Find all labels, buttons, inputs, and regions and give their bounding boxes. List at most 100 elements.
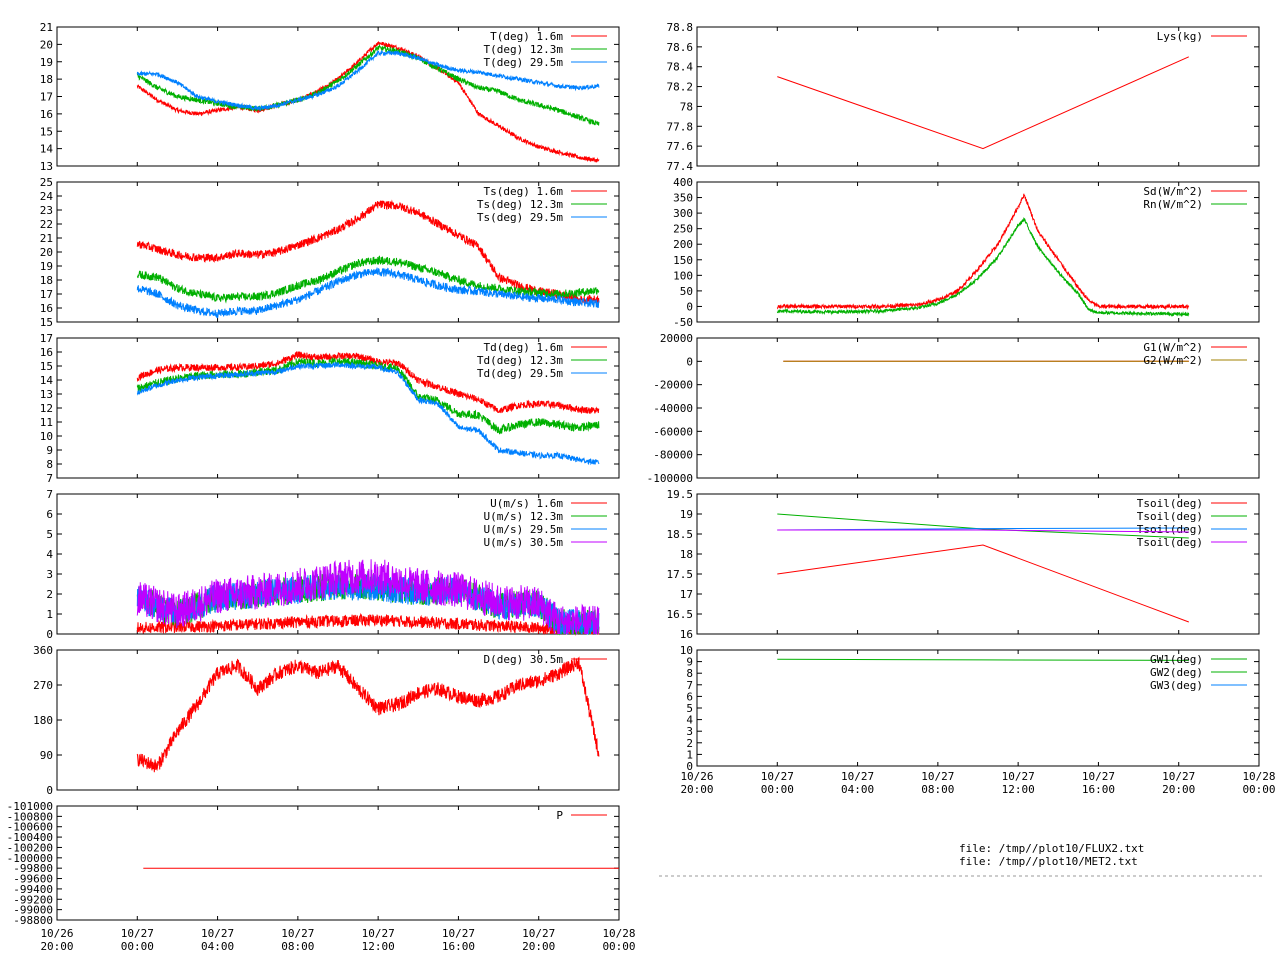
y-tick-label: 19 <box>680 508 693 521</box>
series-line <box>136 356 600 435</box>
y-tick-label: 0 <box>686 355 693 368</box>
y-tick-label: 22 <box>40 218 53 231</box>
x-tick-label: 08:00 <box>281 940 314 953</box>
y-tick-label: -100000 <box>7 852 53 865</box>
legend-label: T(deg) 29.5m <box>484 56 564 69</box>
series-line <box>136 350 600 415</box>
x-tick-label: 10/27 <box>522 927 555 940</box>
x-tick-label: 10/27 <box>921 770 954 783</box>
y-tick-label: -99400 <box>13 883 53 896</box>
y-tick-label: 1 <box>46 608 53 621</box>
y-tick-label: -100000 <box>647 472 693 485</box>
series-line <box>777 658 1189 661</box>
x-tick-label: 20:00 <box>522 940 555 953</box>
y-tick-label: -40000 <box>653 402 693 415</box>
series-line <box>777 56 1190 150</box>
y-tick-label: 25 <box>40 176 53 189</box>
y-tick-label: 360 <box>33 644 53 657</box>
y-tick-label: 90 <box>40 749 53 762</box>
series-line <box>136 267 600 319</box>
y-tick-label: 14 <box>40 374 54 387</box>
x-tick-label: 10/27 <box>201 927 234 940</box>
legend-label: GW2(deg) <box>1150 666 1203 679</box>
y-tick-label: 150 <box>673 254 693 267</box>
y-tick-label: -80000 <box>653 449 693 462</box>
x-tick-label: 10/27 <box>1082 770 1115 783</box>
panel-wind: 7 6 5 4 3 2 1 0 U(m/s) 1.6mU(m/s) 12.3mU(m/s) 29… <box>46 488 620 641</box>
y-tick-label: 78.6 <box>667 41 694 54</box>
y-tick-label: 0 <box>46 628 53 641</box>
y-tick-label: 20000 <box>660 332 693 345</box>
y-tick-label: 14 <box>40 143 54 156</box>
y-tick-label: 18 <box>40 73 53 86</box>
y-tick-label: 100 <box>673 269 693 282</box>
series-line <box>776 193 1190 311</box>
x-tick-label: 10/27 <box>362 927 395 940</box>
x-tick-label: 10/28 <box>1242 770 1275 783</box>
y-tick-label: 18 <box>40 274 53 287</box>
y-tick-label: 16 <box>680 628 693 641</box>
y-tick-label: 78 <box>680 100 693 113</box>
series-line <box>136 656 600 773</box>
x-tick-label: 10/27 <box>761 770 794 783</box>
legend-label: GW1(deg) <box>1150 653 1203 666</box>
panel-soilheat: 20000 0 -20000 -40000 -60000 -80000 -100000 G1(… <box>647 332 1260 485</box>
y-tick-label: 10 <box>40 430 53 443</box>
legend-label: Rn(W/m^2) <box>1143 198 1203 211</box>
y-tick-label: 18 <box>680 548 693 561</box>
plot-frame <box>56 649 620 791</box>
x-tick-label: 04:00 <box>201 940 234 953</box>
x-tick-label: 10/27 <box>1002 770 1035 783</box>
panel-pressure: -101000-100800-100600-100400-100200-1000… <box>7 800 620 927</box>
legend-label: U(m/s) 29.5m <box>484 523 564 536</box>
y-tick-label: -101000 <box>7 800 53 813</box>
y-tick-label: 11 <box>40 416 53 429</box>
y-tick-label: 2 <box>686 737 693 750</box>
x-tick-label: 00:00 <box>1242 783 1275 796</box>
y-tick-label: -20000 <box>653 379 693 392</box>
legend-label: Sd(W/m^2) <box>1143 185 1203 198</box>
y-tick-label: 23 <box>40 204 53 217</box>
x-tick-label: 20:00 <box>680 783 713 796</box>
y-tick-label: 200 <box>673 238 693 251</box>
series-line <box>776 216 1190 318</box>
y-tick-label: 7 <box>46 472 53 485</box>
legend-label: T(deg) 12.3m <box>484 43 564 56</box>
y-tick-label: 17 <box>680 588 693 601</box>
y-tick-label: 6 <box>686 690 693 703</box>
legend-label: U(m/s) 30.5m <box>484 536 564 549</box>
legend-label: Td(deg) 12.3m <box>477 354 563 367</box>
y-tick-label: 9 <box>46 444 53 457</box>
y-tick-label: 7 <box>46 488 53 501</box>
y-tick-label: -99600 <box>13 873 53 886</box>
plot-frame <box>696 493 1260 635</box>
legend-label: U(m/s) 12.3m <box>484 510 564 523</box>
x-tick-label: 16:00 <box>1082 783 1115 796</box>
legend-label: Tsoil(deg) <box>1137 497 1203 510</box>
panel-radiation: 400 350 300 250 200 150 100 50 0 -50 Sd(W/m^2)Rn(W… <box>673 176 1260 329</box>
y-tick-label: 3 <box>46 568 53 581</box>
y-tick-label: 3 <box>686 725 693 738</box>
x-tick-label: 20:00 <box>1162 783 1195 796</box>
y-tick-label: 16 <box>40 346 53 359</box>
panel-direction: 360 270 180 90 0 D(deg) 30.5m <box>33 644 620 797</box>
series-line <box>136 41 600 163</box>
y-tick-label: 21 <box>40 232 53 245</box>
series-line <box>777 529 1189 533</box>
series-line <box>136 612 600 636</box>
x-tick-label: 10/26 <box>40 927 73 940</box>
y-tick-label: 77.6 <box>667 140 694 153</box>
y-tick-label: 270 <box>33 679 53 692</box>
series-line <box>777 544 1189 623</box>
y-tick-label: 400 <box>673 176 693 189</box>
series-line <box>777 513 1189 539</box>
y-tick-label: 19 <box>40 56 53 69</box>
y-tick-label: 15 <box>40 316 53 329</box>
x-tick-label: 04:00 <box>841 783 874 796</box>
panel-temp: 21 20 19 18 17 16 15 14 13 T(deg) 1.6mT(deg) 12.3… <box>40 21 620 173</box>
y-tick-label: 8 <box>686 667 693 680</box>
